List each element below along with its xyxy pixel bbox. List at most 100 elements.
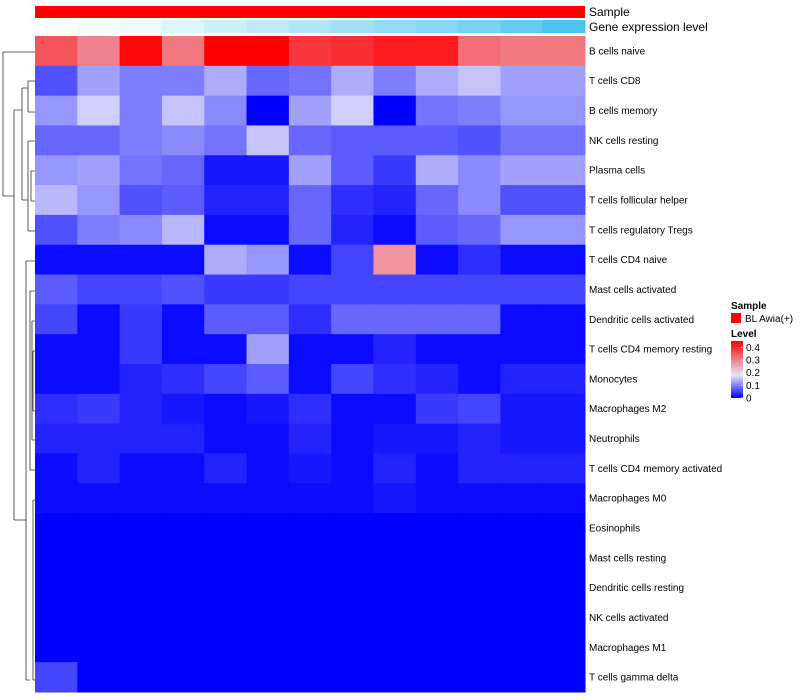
heatmap-cell — [161, 155, 205, 186]
heatmap-cell — [373, 393, 417, 425]
dendrogram-branch — [29, 290, 35, 471]
heatmap-cell — [246, 244, 290, 276]
heatmap-cell — [77, 393, 121, 425]
heatmap-cell — [246, 632, 290, 663]
heatmap-cell — [204, 632, 248, 663]
heatmap-cell — [458, 125, 501, 156]
heatmap-cell — [161, 65, 205, 97]
heatmap-cell — [77, 453, 121, 484]
heatmap-cell — [500, 95, 544, 126]
heatmap-cell — [119, 453, 163, 484]
heatmap-cell — [373, 304, 417, 335]
gene-expression-cell — [119, 20, 163, 33]
level-tick-label: 0 — [746, 394, 752, 405]
row-dendrogram — [2, 51, 35, 681]
heatmap-cell — [204, 364, 248, 395]
heatmap-cell — [161, 602, 205, 633]
heatmap-cell — [458, 483, 501, 514]
sample-legend: Sample BL Awia(+) — [731, 301, 793, 325]
heatmap-cell — [331, 542, 374, 574]
heatmap-cell — [77, 214, 121, 246]
heatmap-cell — [119, 423, 163, 454]
gene-expression-cell — [458, 20, 501, 33]
heatmap-cell — [500, 423, 544, 454]
heatmap-cell — [373, 423, 417, 454]
heatmap-cell — [373, 632, 417, 663]
heatmap-cell — [373, 602, 417, 633]
row-label: T cells gamma delta — [589, 673, 679, 684]
heatmap-cell — [119, 662, 163, 693]
heatmap-cell — [204, 125, 248, 156]
heatmap-cell — [331, 125, 374, 156]
dendrogram-branch — [31, 320, 35, 441]
heatmap-cell — [204, 572, 248, 604]
heatmap-cell — [77, 572, 121, 604]
level-tick-label: 0.4 — [746, 343, 760, 354]
dendrogram-branch — [25, 260, 35, 681]
heatmap-cell — [542, 244, 586, 276]
heatmap-cell — [415, 393, 459, 425]
level-legend: Level 0.4 0.30.2 0.1 0 — [731, 329, 760, 405]
heatmap-cell — [246, 155, 290, 186]
gene-expression-cell — [542, 20, 586, 33]
dendrogram-branch — [21, 87, 28, 201]
gene-expression-annotation-label: Gene expression level — [589, 20, 708, 34]
heatmap-cell — [542, 36, 586, 67]
heatmap-cell — [77, 185, 121, 216]
gene-expression-cell — [415, 20, 459, 33]
gene-expression-cell — [373, 20, 417, 33]
heatmap-cell — [204, 65, 248, 97]
dendrogram-branch — [32, 350, 35, 412]
heatmap-cell — [77, 423, 121, 454]
heatmap-cell — [119, 393, 163, 425]
heatmap-cell — [415, 632, 459, 663]
heatmap-cell — [415, 125, 459, 156]
heatmap-cell — [331, 244, 374, 276]
heatmap-cell — [119, 244, 163, 276]
heatmap-cell — [161, 95, 205, 126]
heatmap-cell — [542, 542, 586, 574]
heatmap-cell — [35, 36, 78, 67]
gene-expression-cell — [35, 20, 78, 33]
heatmap-cell — [458, 185, 501, 216]
heatmap-cell — [458, 423, 501, 454]
heatmap-cell — [35, 65, 78, 97]
gene-expression-cell — [500, 20, 544, 33]
heatmap-cell — [119, 304, 163, 335]
heatmap-cell — [161, 483, 205, 514]
heatmap-cell — [458, 65, 501, 97]
heatmap-cell — [77, 65, 121, 97]
heatmap-cell — [415, 214, 459, 246]
heatmap-cell — [77, 244, 121, 276]
heatmap-cell — [204, 274, 248, 305]
heatmap-cell — [161, 304, 205, 335]
heatmap-cell — [331, 364, 374, 395]
heatmap-cell — [35, 364, 78, 395]
heatmap-cell — [77, 542, 121, 574]
heatmap-cell — [246, 602, 290, 633]
heatmap-cell — [161, 423, 205, 454]
heatmap-cell — [288, 155, 332, 186]
heatmap-cell — [204, 155, 248, 186]
row-label: NK cells resting — [589, 136, 658, 147]
heatmap-cell — [373, 214, 417, 246]
heatmap-cell — [246, 334, 290, 365]
heatmap-cell — [288, 453, 332, 484]
level-tick-label: 0.2 — [746, 368, 760, 379]
heatmap-cell — [204, 393, 248, 425]
heatmap-cell — [373, 483, 417, 514]
gene-expression-cell — [288, 20, 332, 33]
sample-legend-swatch — [731, 313, 741, 323]
heatmap-cell — [331, 662, 374, 693]
heatmap-cell — [458, 36, 501, 67]
heatmap-cell — [35, 483, 78, 514]
heatmap-cell — [246, 95, 290, 126]
heatmap-cell — [246, 65, 290, 97]
heatmap-cell — [415, 513, 459, 544]
heatmap-cell — [500, 393, 544, 425]
heatmap-cell — [373, 155, 417, 186]
heatmap-cell — [331, 453, 374, 484]
heatmap-cell — [161, 125, 205, 156]
heatmap-cell — [288, 185, 332, 216]
dendrogram-branch — [13, 109, 26, 521]
